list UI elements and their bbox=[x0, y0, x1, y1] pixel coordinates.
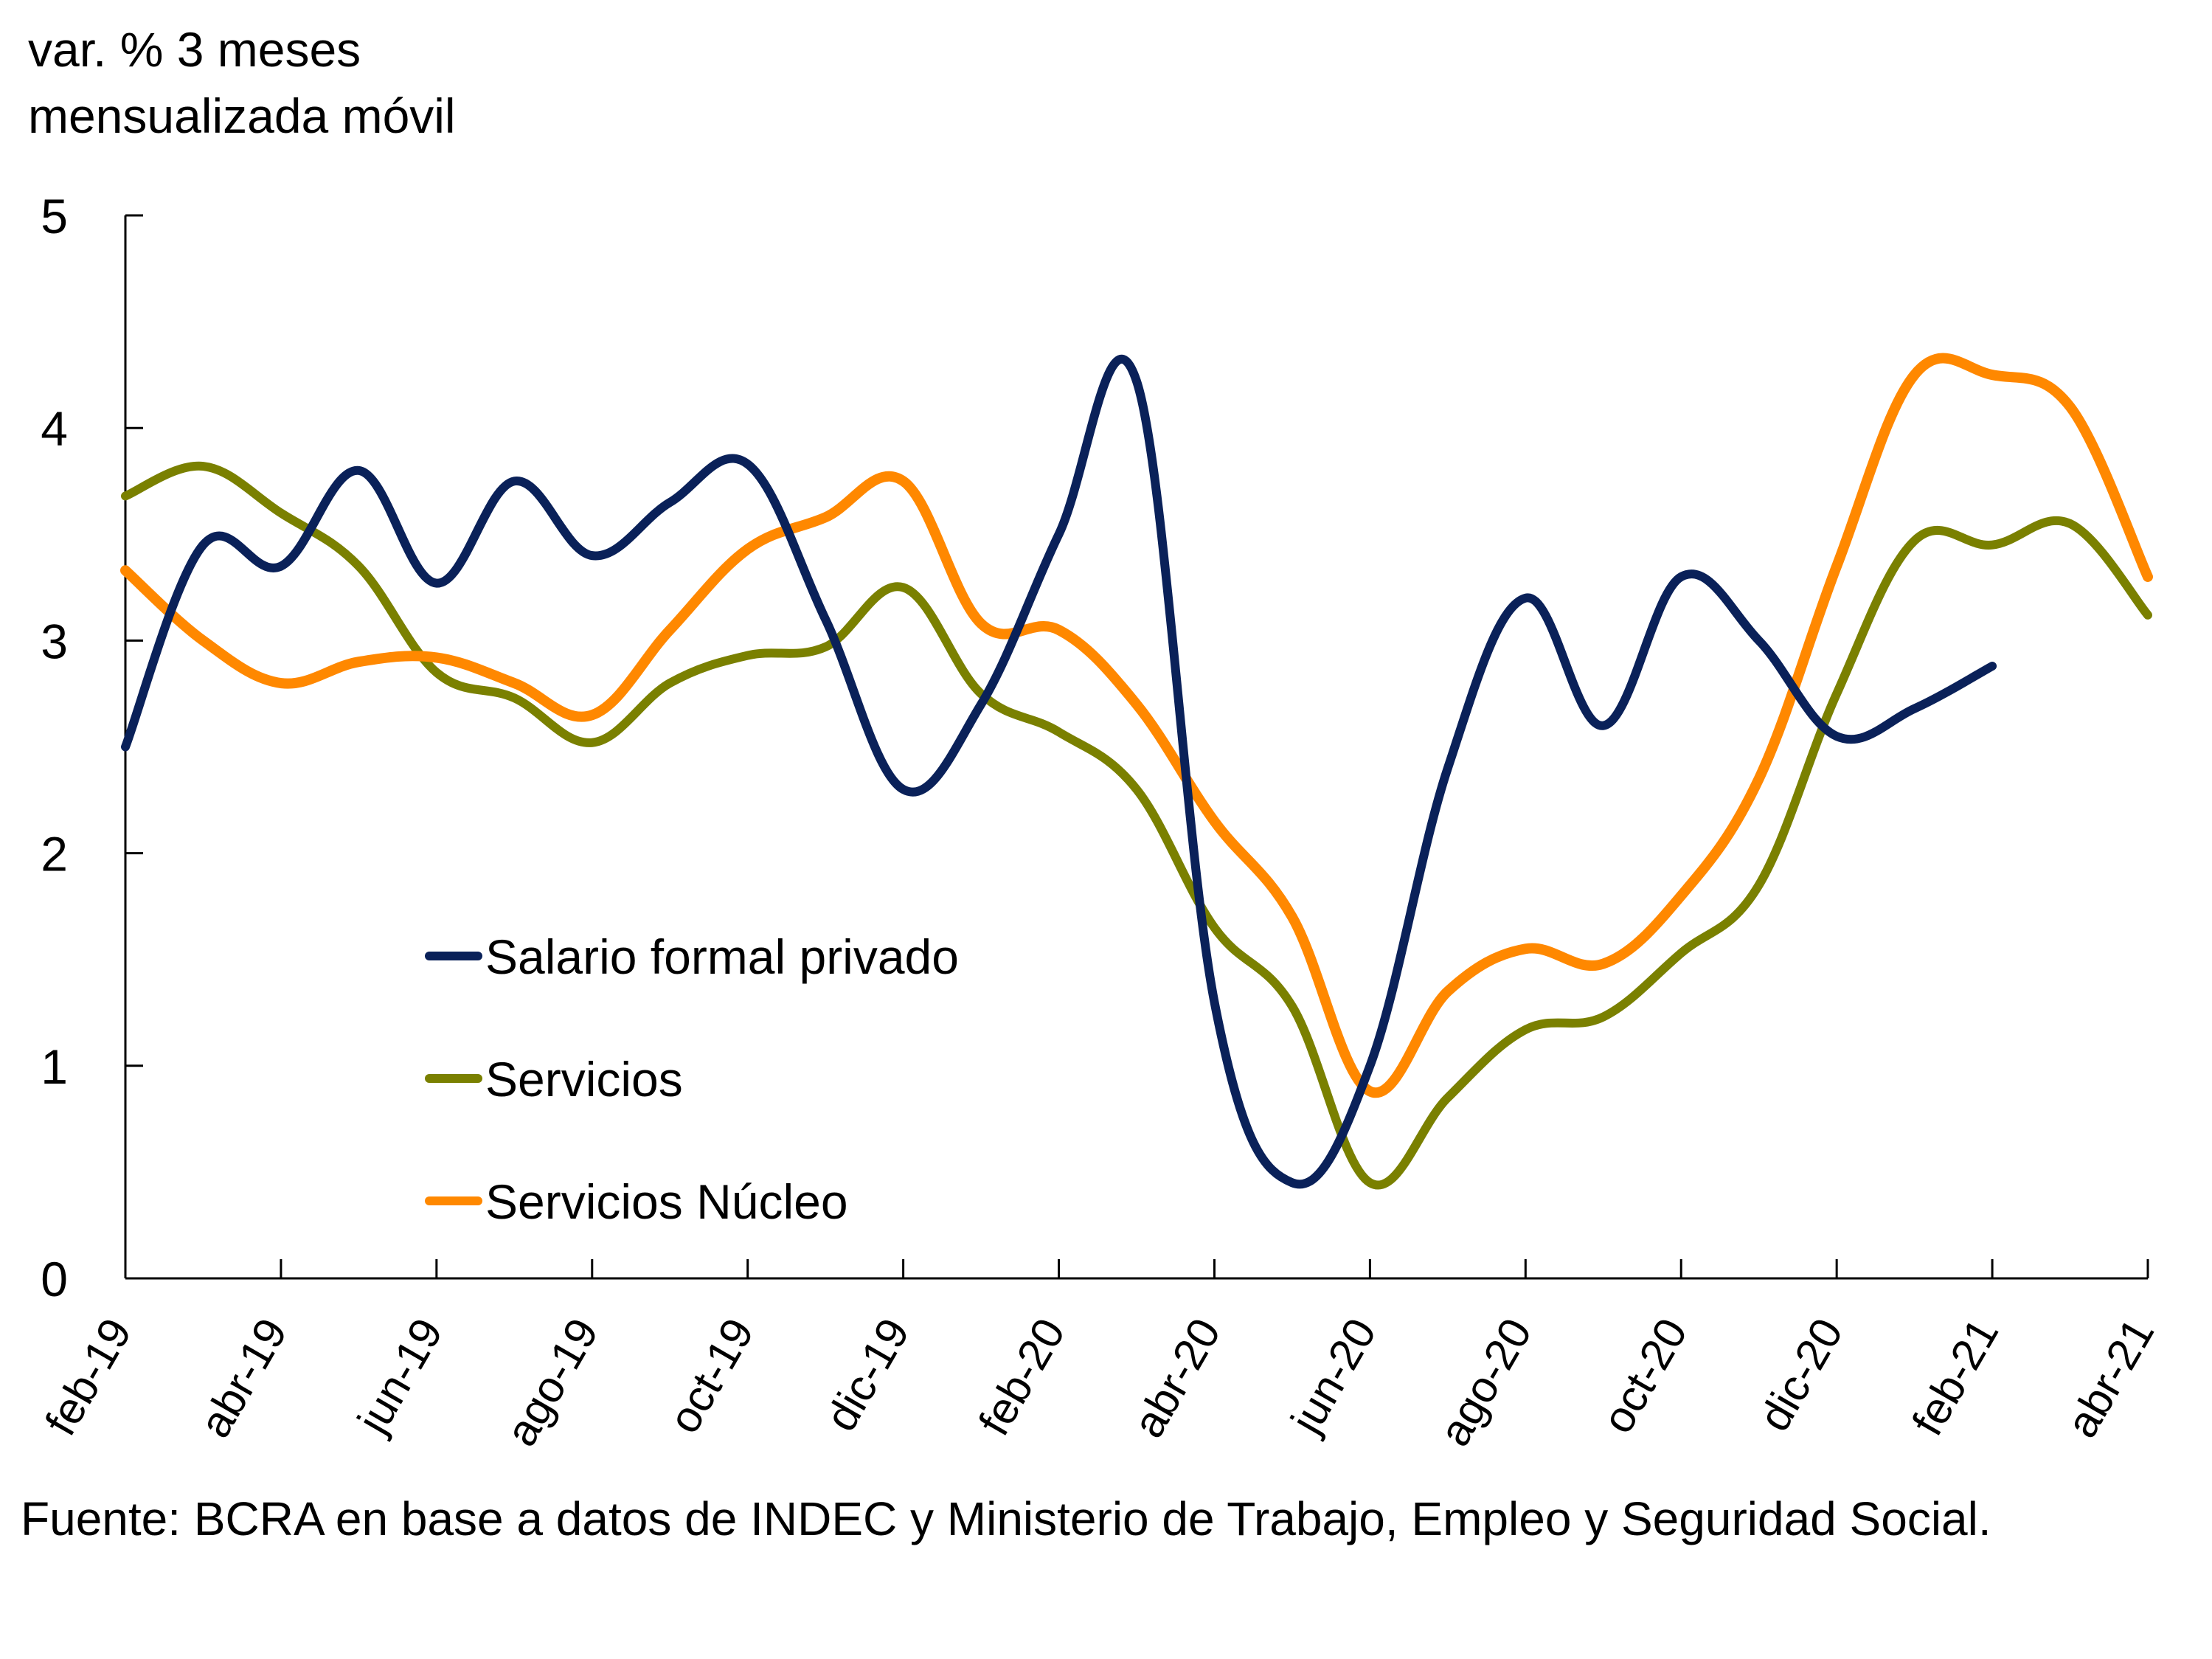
legend-label: Salario formal privado bbox=[485, 929, 959, 984]
series-line bbox=[121, 354, 1997, 1189]
series-line bbox=[121, 461, 2152, 1190]
x-tick-label: jun-20 bbox=[1280, 1310, 1385, 1443]
legend: Salario formal privado Servicios Servicios… bbox=[425, 929, 959, 1229]
legend-item: Servicios Núcleo bbox=[425, 1174, 848, 1229]
series-salario-formal-privado bbox=[121, 354, 1997, 1189]
x-tick-label: abr-21 bbox=[2057, 1310, 2164, 1446]
x-tick-label: feb-21 bbox=[1902, 1310, 2008, 1444]
axes: 0 1 2 3 4 5 feb-19 abr-19 jun-19 ago-19 oct-19 dic-… bbox=[35, 189, 2163, 1454]
x-tick-label: jun-19 bbox=[347, 1310, 452, 1443]
y-tick-label: 4 bbox=[41, 401, 68, 456]
y-tick-label: 3 bbox=[41, 614, 68, 668]
series-layer bbox=[120, 353, 2153, 1190]
x-tick-label: ago-20 bbox=[1429, 1310, 1541, 1454]
series-servicios bbox=[121, 461, 2152, 1190]
x-tick-label: oct-19 bbox=[659, 1310, 763, 1441]
x-tick-label: abr-19 bbox=[190, 1310, 297, 1446]
y-tick-label: 1 bbox=[41, 1039, 68, 1094]
x-tick-label: feb-19 bbox=[35, 1310, 141, 1444]
y-axis-title-line-1: var. % 3 meses bbox=[28, 22, 361, 77]
legend-item: Servicios bbox=[425, 1052, 683, 1106]
series-servicios-nucleo bbox=[120, 353, 2153, 1098]
x-tick-label: dic-20 bbox=[1750, 1310, 1853, 1439]
legend-label: Servicios bbox=[485, 1052, 683, 1106]
y-tick-label: 2 bbox=[41, 827, 68, 882]
x-tick-label: ago-19 bbox=[496, 1310, 608, 1454]
y-axis-title: var. % 3 meses mensualizada móvil bbox=[28, 16, 456, 149]
x-tick-label: oct-20 bbox=[1592, 1310, 1696, 1441]
y-tick-label: 5 bbox=[41, 189, 68, 243]
x-tick-label: dic-19 bbox=[816, 1310, 919, 1439]
x-tick-label: abr-20 bbox=[1123, 1310, 1230, 1446]
x-tick-label: feb-20 bbox=[969, 1310, 1075, 1444]
legend-label: Servicios Núcleo bbox=[485, 1174, 848, 1229]
series-line bbox=[120, 353, 2153, 1098]
y-tick-label: 0 bbox=[41, 1252, 68, 1306]
source-note: Fuente: BCRA en base a datos de INDEC y … bbox=[21, 1492, 1991, 1545]
y-axis-title-line-2: mensualizada móvil bbox=[28, 89, 456, 143]
legend-item: Salario formal privado bbox=[425, 929, 959, 984]
